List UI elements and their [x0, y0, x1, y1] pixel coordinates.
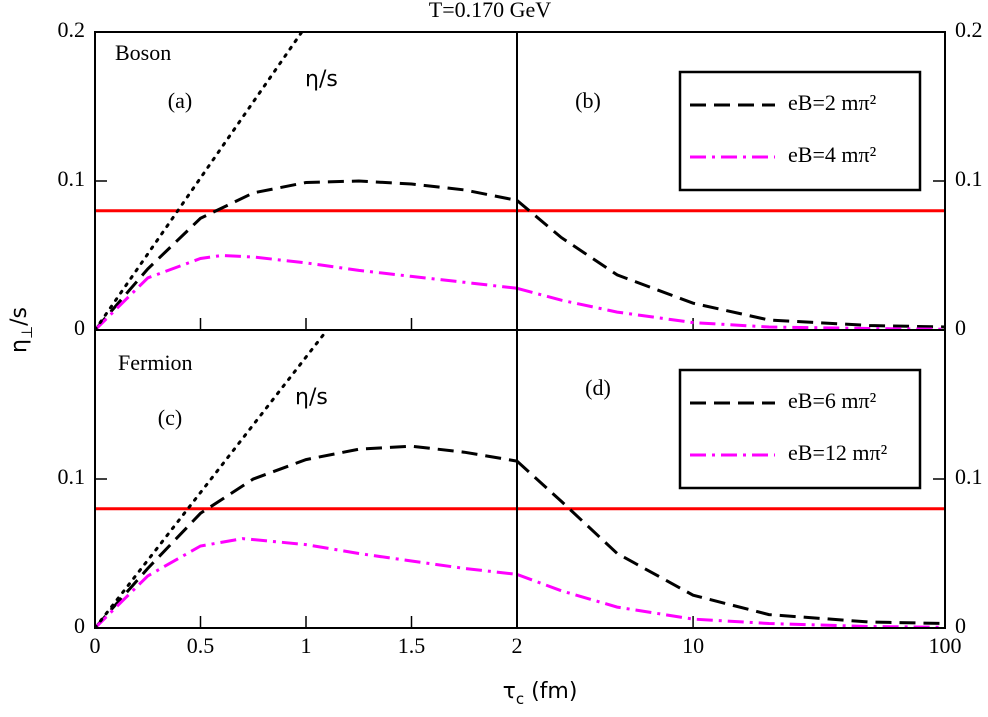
y-tick-label: 0.1 — [955, 166, 983, 191]
y-tick-label: 0 — [74, 315, 85, 340]
y-tick-label: 0.2 — [58, 17, 86, 42]
series-line — [95, 253, 517, 330]
series-line — [95, 330, 329, 628]
x-label-main: τ — [503, 679, 516, 704]
panel-label: (a) — [168, 88, 192, 113]
y-tick-label: 0.1 — [58, 166, 86, 191]
series-line — [95, 537, 517, 628]
y-axis-label: η⊥/s — [7, 307, 36, 353]
legend-label: eB=6 mπ² — [788, 388, 877, 413]
y-tick-label: 0 — [955, 315, 966, 340]
series-line — [95, 179, 517, 330]
x-tick-label: 100 — [929, 633, 962, 658]
curve-label: η/s — [305, 67, 338, 92]
annotation: Boson — [115, 40, 171, 65]
y-tick-label: 0 — [74, 613, 85, 638]
curve-label: η/s — [295, 385, 328, 410]
legend-box — [678, 70, 922, 192]
panel-label: (c) — [158, 405, 182, 430]
series-line — [517, 459, 945, 625]
panel-label: (b) — [575, 88, 601, 113]
series-line — [95, 32, 304, 330]
legend-label: eB=12 mπ² — [788, 440, 888, 465]
panel-frame — [516, 329, 946, 629]
y-tick-label: 0.2 — [955, 17, 983, 42]
annotation: Fermion — [118, 350, 193, 375]
series-line — [517, 572, 945, 628]
series-line — [95, 444, 517, 628]
y-tick-label: 0.1 — [955, 464, 983, 489]
y-label-sub: ⊥ — [18, 326, 36, 339]
legend-box — [678, 368, 922, 490]
legend-label: eB=2 mπ² — [788, 90, 877, 115]
panel-label: (d) — [585, 375, 611, 400]
y-label-rest: /s — [7, 307, 32, 326]
series-line — [517, 286, 945, 330]
x-tick-label: 2 — [512, 633, 523, 658]
x-tick-label: 1 — [301, 633, 312, 658]
series-line — [517, 199, 945, 329]
legend-label: eB=4 mπ² — [788, 142, 877, 167]
x-label-sub: c — [516, 690, 524, 708]
x-tick-label: 1.5 — [398, 633, 426, 658]
y-tick-label: 0 — [955, 613, 966, 638]
x-axis-label: τc (fm) — [503, 679, 578, 708]
figure-title: T=0.170 GeV — [429, 0, 551, 22]
y-label-main: η — [7, 339, 32, 353]
x-tick-label: 0.5 — [187, 633, 215, 658]
x-tick-label: 0 — [90, 633, 101, 658]
y-tick-label: 0.1 — [58, 464, 86, 489]
x-tick-label: 10 — [682, 633, 704, 658]
x-label-rest: (fm) — [524, 679, 577, 704]
